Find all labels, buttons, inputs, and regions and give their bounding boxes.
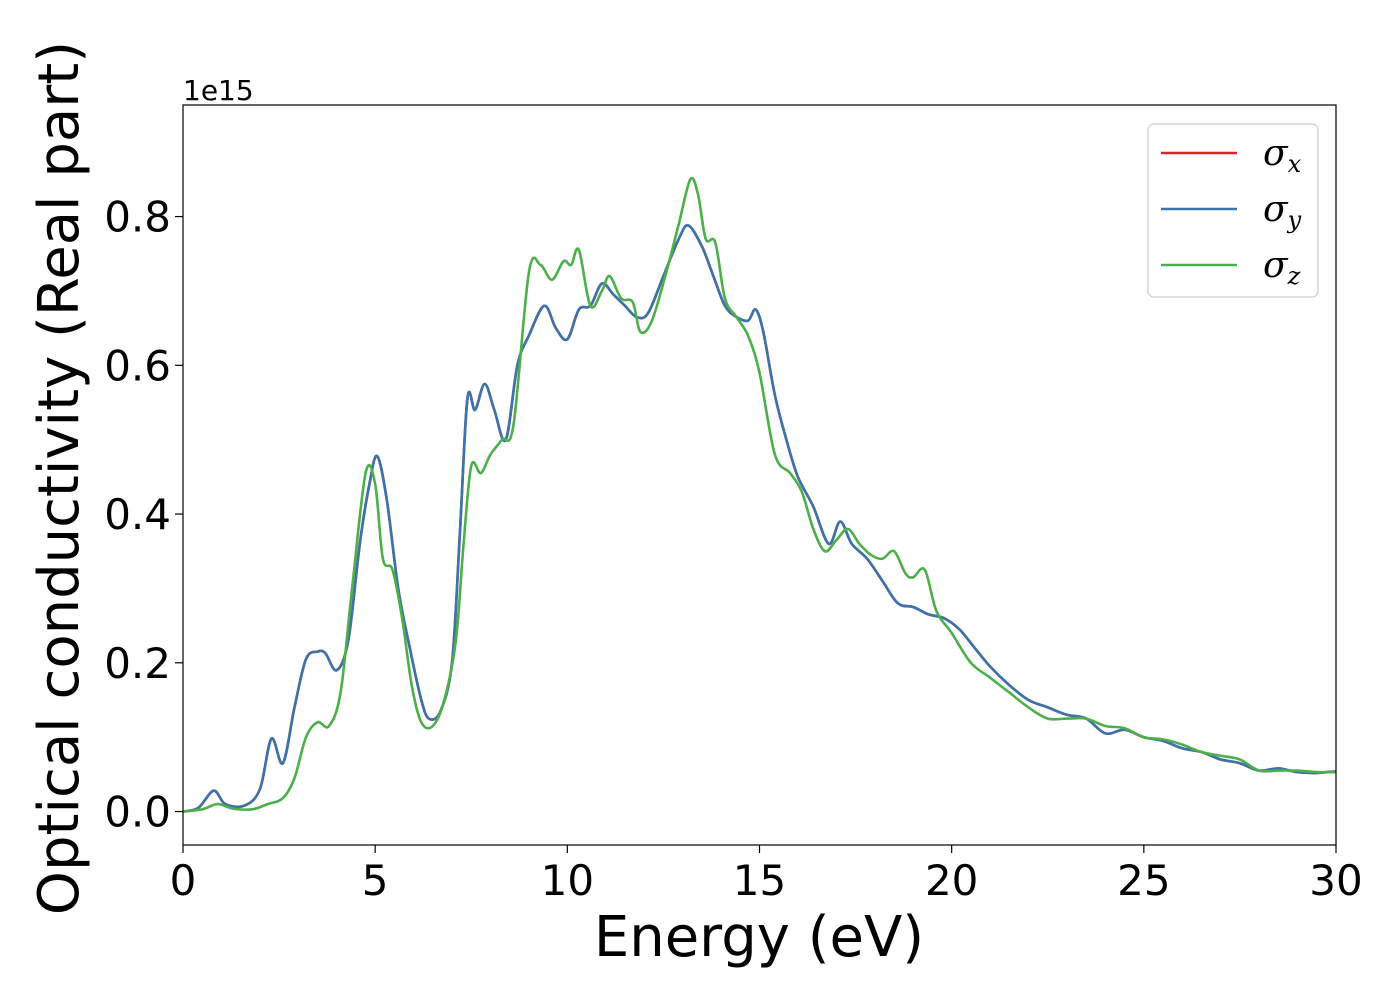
y-tick-label: 0.2 (104, 639, 171, 688)
y-tick-label: 0.0 (104, 788, 171, 837)
x-tick-label: 25 (1117, 856, 1170, 905)
x-tick-label: 5 (362, 856, 389, 905)
x-tick-label: 0 (170, 856, 197, 905)
y-tick-label: 0.4 (104, 490, 171, 539)
x-tick-label: 30 (1309, 856, 1362, 905)
x-axis-label: Energy (eV) (594, 905, 924, 970)
y-axis-label: Optical conductivity (Real part) (27, 41, 92, 915)
x-axis-ticks: 0 5 10 15 20 25 30 (170, 845, 1363, 905)
y-offset-text: 1e15 (183, 74, 254, 107)
series-line-z (182, 176, 1337, 813)
legend-frame (1147, 123, 1319, 298)
y-tick-label: 0.6 (104, 341, 171, 390)
series-line-y (182, 224, 1337, 813)
plot-background (183, 105, 1336, 845)
x-tick-label: 20 (925, 856, 978, 905)
x-tick-label: 15 (733, 856, 786, 905)
y-axis-ticks: 0.0 0.2 0.4 0.6 0.8 (104, 193, 183, 837)
series-layer (182, 176, 1337, 813)
x-tick-label: 10 (541, 856, 594, 905)
y-tick-label: 0.8 (104, 193, 171, 242)
